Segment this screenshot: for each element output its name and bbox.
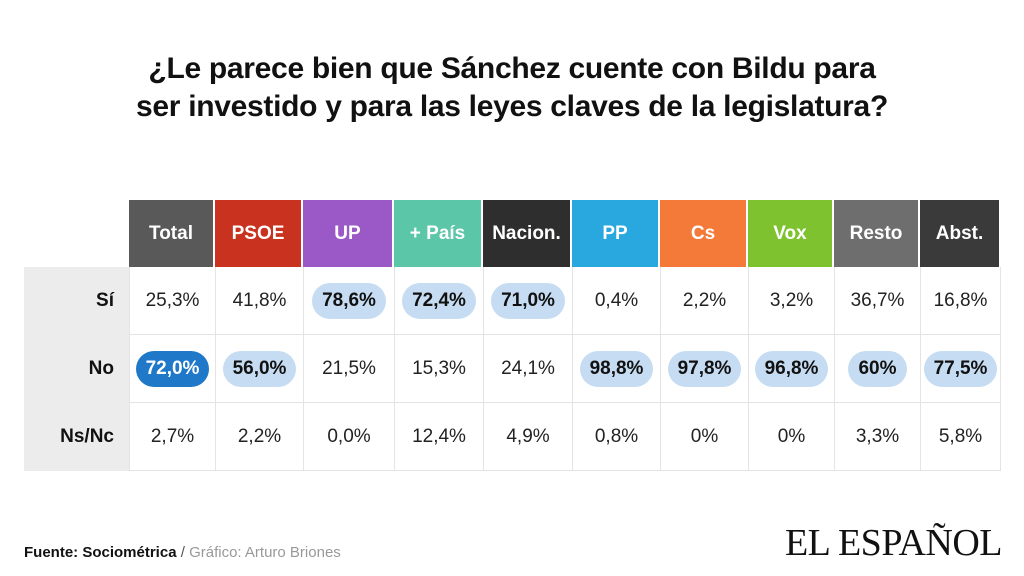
table-cell: 77,5%: [920, 335, 1001, 403]
column-header-vox: Vox: [748, 200, 832, 267]
cell-value: 15,3%: [412, 357, 466, 379]
chart-title-line-1: ¿Le parece bien que Sánchez cuente con B…: [148, 52, 876, 85]
cell-value: 0%: [777, 425, 806, 447]
cell-value: 0,4%: [594, 289, 639, 311]
table-cell: 0%: [748, 403, 834, 471]
table-cell: 3,2%: [748, 267, 834, 335]
table-cell: 12,4%: [394, 403, 483, 471]
max-value-pill: 72,0%: [135, 350, 210, 387]
footer: Fuente: Sociométrica / Gráfico: Arturo B…: [24, 544, 341, 561]
row-label-column: [24, 267, 129, 471]
table-cell: 0,4%: [572, 267, 660, 335]
table-cell: 41,8%: [215, 267, 303, 335]
table-cell: 60%: [834, 335, 920, 403]
highlighted-value-pill: 60%: [848, 350, 907, 387]
table-cell: 78,6%: [303, 267, 394, 335]
table-cell: 36,7%: [834, 267, 920, 335]
chart-title: ¿Le parece bien que Sánchez cuente con B…: [0, 50, 1024, 126]
cell-value: 5,8%: [938, 425, 983, 447]
table-cell: 2,7%: [129, 403, 215, 471]
column-header-psoe: PSOE: [215, 200, 301, 267]
highlighted-value-pill: 72,4%: [402, 282, 476, 319]
row-label-ns-nc: Ns/Nc: [60, 426, 114, 447]
column-header-total: Total: [129, 200, 213, 267]
column-header-abst: Abst.: [920, 200, 999, 267]
table-cell: 0,0%: [303, 403, 394, 471]
cell-value: 12,4%: [412, 425, 466, 447]
table-cell: 16,8%: [920, 267, 1001, 335]
column-header-up: UP: [303, 200, 392, 267]
table-cell: 72,0%: [129, 335, 215, 403]
cell-value: 36,7%: [850, 289, 905, 311]
table-cell: 72,4%: [394, 267, 483, 335]
cell-value: 2,2%: [682, 289, 727, 311]
cell-value: 3,2%: [769, 289, 814, 311]
highlighted-value-pill: 96,8%: [754, 350, 829, 387]
results-table: Total PSOE UP + País Nacion. PP Cs Vox Resto Abst…: [24, 200, 1001, 471]
highlighted-value-pill: 56,0%: [222, 350, 297, 387]
table-cell: 21,5%: [303, 335, 394, 403]
table-cell: 2,2%: [660, 267, 748, 335]
source-text: Fuente: Sociométrica: [24, 544, 177, 561]
table-cell: 56,0%: [215, 335, 303, 403]
table-cell: 4,9%: [483, 403, 572, 471]
table-cell: 97,8%: [660, 335, 748, 403]
cell-value: 41,8%: [232, 289, 287, 311]
table-cell: 24,1%: [483, 335, 572, 403]
table-cell: 71,0%: [483, 267, 572, 335]
table-cell: 3,3%: [834, 403, 920, 471]
column-header-nacion: Nacion.: [483, 200, 570, 267]
highlighted-value-pill: 71,0%: [491, 282, 565, 319]
row-label-sí: Sí: [96, 290, 114, 311]
table-cell: 96,8%: [748, 335, 834, 403]
credit-text: Gráfico: Arturo Briones: [189, 544, 341, 561]
column-header-mas-país: + País: [394, 200, 481, 267]
cell-value: 0,8%: [594, 425, 639, 447]
highlighted-value-pill: 97,8%: [667, 350, 742, 387]
table-cell: 2,2%: [215, 403, 303, 471]
cell-value: 0,0%: [327, 425, 371, 447]
cell-value: 0%: [690, 425, 719, 447]
cell-value: 3,3%: [855, 425, 900, 447]
cell-value: 2,7%: [150, 425, 195, 447]
column-header-resto: Resto: [834, 200, 918, 267]
highlighted-value-pill: 78,6%: [312, 282, 386, 319]
chart-title-line-2: ser investido y para las leyes claves de…: [136, 90, 888, 123]
cell-value: 4,9%: [506, 425, 550, 447]
highlighted-value-pill: 77,5%: [923, 350, 998, 387]
footer-separator: /: [176, 544, 190, 561]
publisher-logo: EL ESPAÑOL: [784, 522, 1003, 564]
column-header-cs: Cs: [660, 200, 746, 267]
cell-value: 21,5%: [322, 357, 376, 379]
table-cell: 5,8%: [920, 403, 1001, 471]
table-cell: 15,3%: [394, 335, 483, 403]
column-header-pp: PP: [572, 200, 658, 267]
table-cell: 98,8%: [572, 335, 660, 403]
table-cell: 0,8%: [572, 403, 660, 471]
table-cell: 0%: [660, 403, 748, 471]
cell-value: 2,2%: [237, 425, 282, 447]
table-cell: 25,3%: [129, 267, 215, 335]
cell-value: 25,3%: [145, 289, 200, 311]
row-label-no: No: [88, 358, 114, 379]
cell-value: 24,1%: [501, 357, 555, 379]
highlighted-value-pill: 98,8%: [579, 350, 654, 387]
cell-value: 16,8%: [933, 289, 988, 311]
